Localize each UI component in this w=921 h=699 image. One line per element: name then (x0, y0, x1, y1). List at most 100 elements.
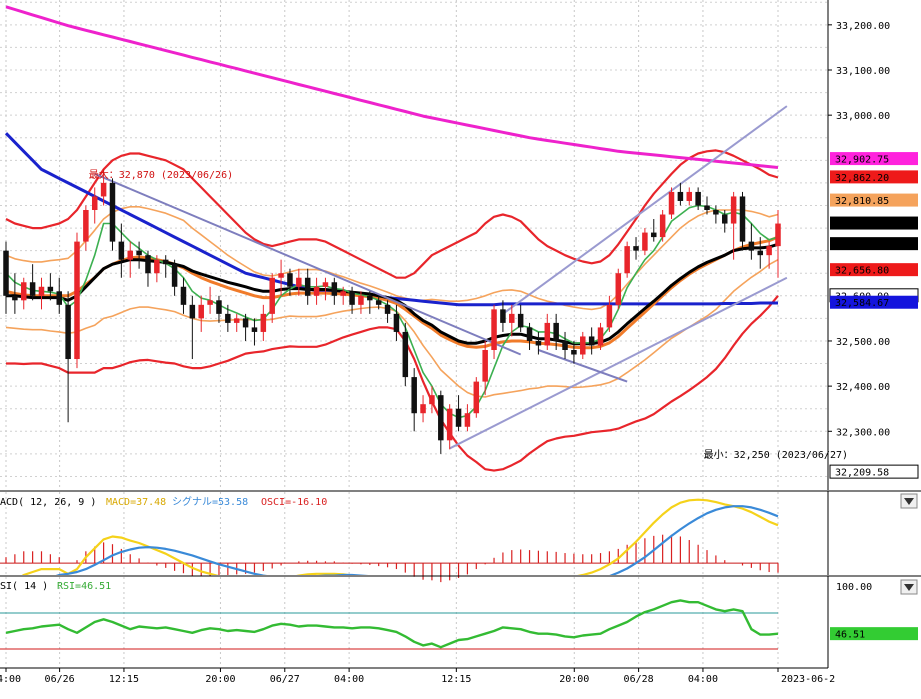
candle-body (606, 304, 613, 328)
candle[interactable] (597, 322, 604, 350)
candle[interactable] (47, 273, 54, 301)
candle[interactable] (384, 300, 391, 323)
candle[interactable] (118, 223, 125, 278)
candle[interactable] (562, 331, 568, 360)
candle[interactable] (402, 322, 409, 387)
candle[interactable] (429, 386, 435, 414)
candle[interactable] (580, 331, 586, 360)
candle[interactable] (304, 268, 311, 305)
candle[interactable] (633, 237, 639, 260)
candle[interactable] (216, 295, 222, 323)
candle[interactable] (38, 277, 45, 310)
candle[interactable] (29, 264, 36, 301)
candle[interactable] (704, 196, 710, 215)
candle[interactable] (535, 331, 542, 355)
candle[interactable] (517, 304, 524, 332)
candle[interactable] (56, 277, 62, 314)
candle[interactable] (659, 210, 666, 242)
candle[interactable] (180, 277, 187, 314)
candle[interactable] (162, 255, 169, 278)
rsi-panel-menu-icon[interactable] (900, 579, 918, 595)
candle[interactable] (189, 295, 196, 360)
candle[interactable] (3, 241, 9, 314)
candlesticks[interactable] (3, 173, 781, 454)
candle[interactable] (171, 259, 178, 296)
candle[interactable] (260, 304, 267, 341)
candle[interactable] (278, 259, 284, 296)
candle[interactable] (491, 304, 497, 360)
candle[interactable] (766, 241, 772, 269)
candle[interactable] (198, 295, 204, 332)
candle[interactable] (624, 241, 630, 278)
candle[interactable] (154, 255, 160, 283)
candle[interactable] (358, 291, 364, 314)
candle[interactable] (322, 277, 329, 301)
candle[interactable] (455, 395, 462, 432)
candle[interactable] (651, 219, 657, 242)
candle[interactable] (375, 295, 382, 310)
time-axis: 04:00 06/26 12:15 20:00 06/27 04:00 12:1… (0, 668, 835, 685)
candle[interactable] (588, 327, 595, 355)
x-tick: 06/28 (624, 674, 654, 685)
candle[interactable] (606, 295, 613, 332)
candle[interactable] (500, 300, 506, 332)
candle[interactable] (722, 210, 728, 233)
candle[interactable] (340, 286, 346, 305)
candle[interactable] (12, 273, 18, 314)
candle[interactable] (91, 187, 98, 224)
candle[interactable] (127, 241, 133, 278)
candle[interactable] (642, 228, 648, 256)
trendline (449, 276, 788, 450)
candle[interactable] (20, 277, 27, 310)
candle[interactable] (349, 286, 355, 314)
candle[interactable] (438, 390, 444, 454)
candle[interactable] (100, 173, 107, 206)
candle[interactable] (393, 304, 400, 341)
candle[interactable] (242, 313, 249, 341)
candle[interactable] (136, 241, 142, 269)
candle[interactable] (420, 395, 426, 423)
candle[interactable] (713, 205, 719, 224)
candle[interactable] (109, 178, 116, 251)
price-tag-bb-upper: 32,862.20 (830, 170, 918, 184)
candle[interactable] (269, 273, 275, 323)
macd-line (21, 498, 779, 575)
candle[interactable] (367, 291, 373, 314)
candle[interactable] (313, 277, 320, 305)
candle[interactable] (482, 340, 488, 396)
candle[interactable] (526, 322, 533, 350)
candle[interactable] (571, 340, 577, 364)
candle[interactable] (748, 223, 755, 260)
candle[interactable] (464, 404, 471, 432)
candle[interactable] (296, 268, 302, 296)
candle[interactable] (411, 368, 417, 432)
candle[interactable] (287, 268, 293, 296)
candle[interactable] (509, 304, 515, 337)
candle[interactable] (251, 318, 258, 346)
candle-body (91, 196, 98, 210)
candle[interactable] (446, 404, 453, 450)
candle[interactable] (695, 187, 701, 210)
candle[interactable] (544, 313, 551, 350)
candle[interactable] (730, 191, 737, 260)
candle[interactable] (74, 232, 80, 369)
macd-panel-menu-icon[interactable] (900, 493, 918, 509)
candle[interactable] (739, 191, 746, 251)
candle[interactable] (677, 182, 684, 206)
candle-body (757, 250, 764, 256)
candle[interactable] (207, 286, 213, 314)
candle[interactable] (83, 205, 89, 251)
candle[interactable] (553, 313, 559, 350)
candle[interactable] (473, 377, 480, 418)
candle[interactable] (331, 277, 338, 305)
candle-body (730, 196, 737, 224)
candle[interactable] (757, 237, 764, 269)
candle[interactable] (668, 187, 675, 220)
candle[interactable] (615, 268, 622, 310)
candle[interactable] (775, 210, 781, 278)
candle[interactable] (233, 313, 240, 332)
candle[interactable] (145, 250, 151, 287)
candle[interactable] (225, 304, 231, 332)
candle[interactable] (65, 291, 71, 423)
candle[interactable] (686, 187, 693, 206)
